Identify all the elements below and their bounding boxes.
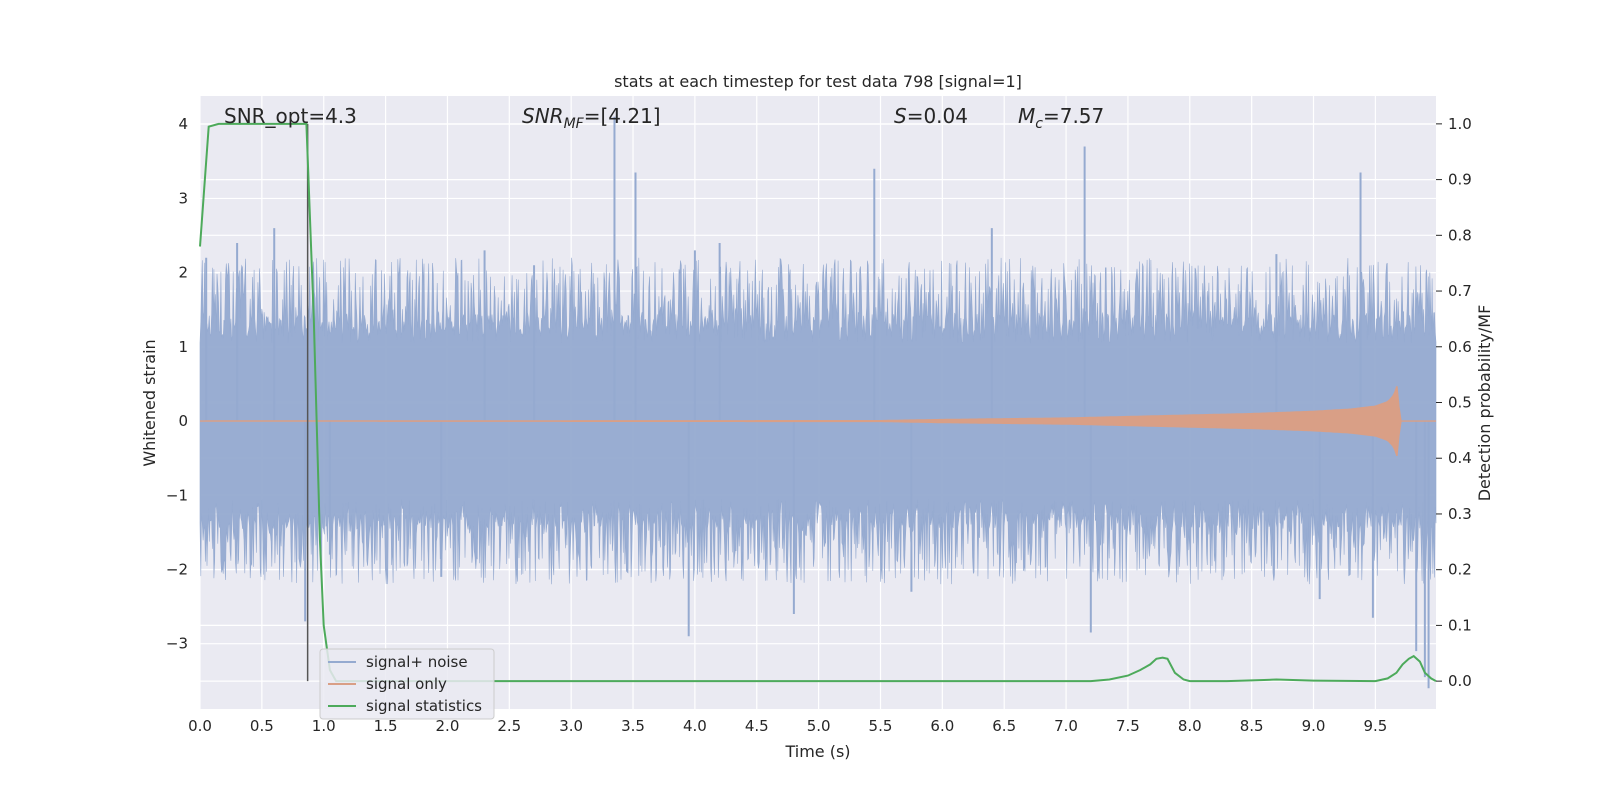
right-y-tick-label: 0.0 — [1448, 672, 1472, 690]
x-tick-label: 3.0 — [559, 717, 583, 735]
x-tick-label: 6.5 — [992, 717, 1016, 735]
legend-box — [319, 648, 495, 720]
right-y-tick-label: 0.6 — [1448, 338, 1472, 356]
snr-mf-value: =[4.21] — [584, 104, 661, 128]
legend-label-signal-noise: signal+ noise — [366, 653, 468, 671]
right-y-tick-label: 0.2 — [1448, 561, 1472, 579]
x-tick-label: 6.0 — [930, 717, 954, 735]
x-tick-label: 9.0 — [1302, 717, 1326, 735]
y-tick-label: 2 — [178, 264, 188, 282]
mc-annotation: Mc=7.57 — [1018, 104, 1104, 132]
chart-title: stats at each timestep for test data 798… — [614, 72, 1022, 91]
right-y-axis-ticks: 1.0 0.9 0.8 0.7 0.6 0.5 0.4 0.3 0.2 0.1 0.0 — [1436, 115, 1472, 690]
signal-only-trace — [200, 386, 1436, 457]
right-y-tick-label: 0.1 — [1448, 616, 1472, 634]
x-tick-label: 4.5 — [745, 717, 769, 735]
right-y-tick-label: 0.4 — [1448, 449, 1472, 467]
mc-value: =7.57 — [1043, 104, 1104, 128]
y-tick-label: −2 — [166, 560, 188, 578]
y-tick-label: −1 — [166, 486, 188, 504]
s-value: =0.04 — [907, 104, 968, 128]
x-tick-label: 5.5 — [869, 717, 893, 735]
x-tick-label: 9.5 — [1363, 717, 1387, 735]
y-tick-label: 1 — [178, 338, 188, 356]
signal-statistics-line — [199, 122, 1437, 683]
y-axis-label: Whitened strain — [140, 339, 159, 466]
mc-sub: c — [1035, 116, 1043, 132]
x-tick-label: 4.0 — [683, 717, 707, 735]
legend-label-signal-statistics: signal statistics — [366, 697, 482, 715]
x-tick-label: 2.5 — [497, 717, 521, 735]
x-tick-label: 8.5 — [1240, 717, 1264, 735]
s-name: S — [894, 104, 907, 128]
y-tick-label: −3 — [166, 635, 188, 653]
left-y-axis-ticks: 4 3 2 1 0 −1 −2 −3 — [166, 115, 188, 652]
y-tick-label: 3 — [178, 189, 188, 207]
snr-mf-sub: MF — [564, 116, 585, 132]
signal-only-series — [200, 386, 1436, 457]
snr-opt-annotation: SNR_opt=4.3 — [224, 104, 357, 128]
right-y-tick-label: 0.5 — [1448, 394, 1472, 412]
x-tick-label: 7.5 — [1116, 717, 1140, 735]
x-axis-label: Time (s) — [784, 742, 850, 761]
snr-mf-annotation: SNRMF=[4.21] — [522, 104, 661, 132]
x-tick-label: 1.5 — [374, 717, 398, 735]
right-y-axis-label: Detection probability/MF — [1475, 305, 1494, 502]
mc-name: M — [1018, 104, 1035, 128]
x-tick-label: 7.0 — [1054, 717, 1078, 735]
legend-label-signal-only: signal only — [366, 675, 447, 693]
x-tick-label: 1.0 — [312, 717, 336, 735]
signal-statistics-series — [199, 122, 1437, 683]
x-tick-label: 2.0 — [436, 717, 460, 735]
snr-mf-name: SNR — [522, 104, 564, 128]
x-tick-label: 3.5 — [621, 717, 645, 735]
x-axis-ticks: 0.0 0.5 1.0 1.5 2.0 2.5 3.0 3.5 4.0 4.5 5.0 5.5 6.0 6… — [188, 717, 1387, 735]
x-tick-label: 0.5 — [250, 717, 274, 735]
x-tick-label: 0.0 — [188, 717, 212, 735]
x-tick-label: 5.0 — [807, 717, 831, 735]
x-tick-label: 8.0 — [1178, 717, 1202, 735]
right-y-tick-label: 0.3 — [1448, 505, 1472, 523]
y-tick-label: 4 — [178, 115, 188, 133]
right-y-tick-label: 1.0 — [1448, 115, 1472, 133]
s-annotation: S=0.04 — [894, 104, 968, 128]
y-tick-label: 0 — [178, 412, 188, 430]
legend: signal+ noise signal only signal statist… — [319, 648, 495, 720]
right-y-tick-label: 0.8 — [1448, 226, 1472, 244]
right-y-tick-label: 0.7 — [1448, 282, 1472, 300]
right-y-tick-label: 0.9 — [1448, 171, 1472, 189]
